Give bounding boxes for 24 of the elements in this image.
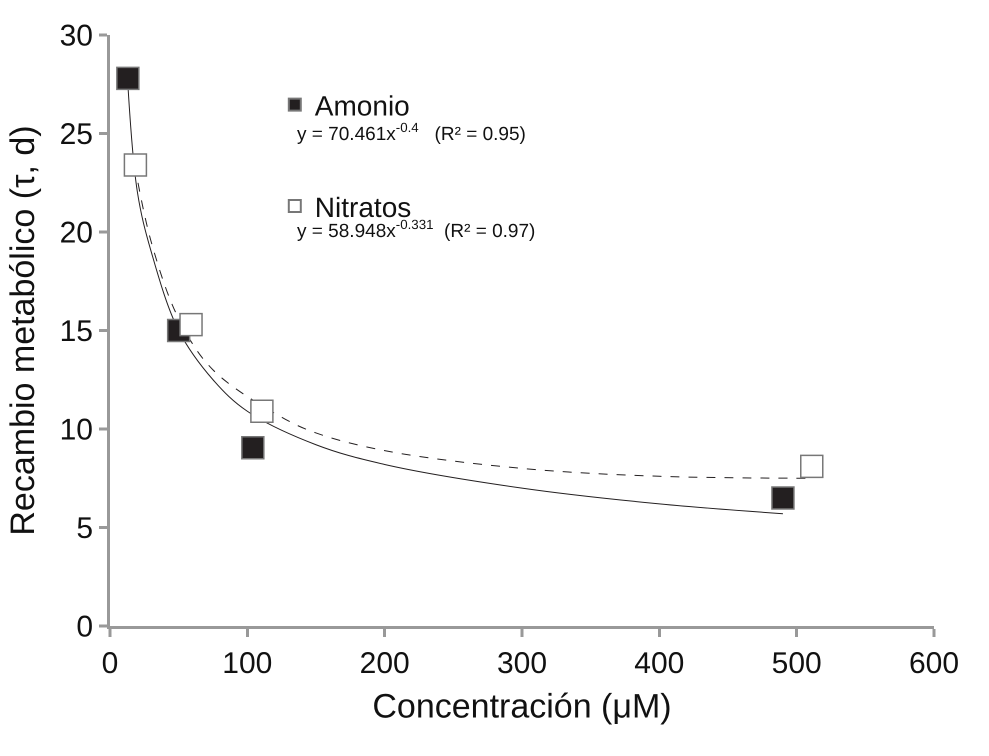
point (124, 153, 148, 177)
y-tick-label: 0 (76, 610, 93, 644)
y-tick-label: 5 (76, 512, 93, 545)
annotation: y = 70.461x$^{-0.4}$ (R² = 0.95) (297, 120, 526, 145)
x-tick-label: 500 (772, 647, 822, 680)
y-axis-title: Recambio metabólico (τ, d) (4, 125, 42, 536)
x-tick-label: 600 (908, 647, 960, 680)
x-axis-title: Concentración (μM) (372, 687, 672, 726)
y-tick-label: 30 (60, 20, 93, 52)
x-tick-label: 200 (360, 647, 410, 680)
y-tick-label: 20 (60, 216, 93, 250)
point (250, 400, 274, 424)
legend-label: Amonio (314, 90, 410, 122)
point (241, 436, 265, 460)
point (179, 312, 203, 336)
x-tick-label: 300 (496, 647, 548, 680)
x-tick-label: 0 (102, 647, 118, 680)
x-tick-label: 100 (222, 647, 272, 680)
y-tick-label: 15 (60, 315, 93, 348)
x-tick-label: 400 (634, 647, 684, 680)
point (771, 486, 795, 510)
y-tick-label: 25 (60, 118, 93, 151)
y-tick-label: 10 (60, 414, 93, 446)
point (116, 66, 140, 90)
